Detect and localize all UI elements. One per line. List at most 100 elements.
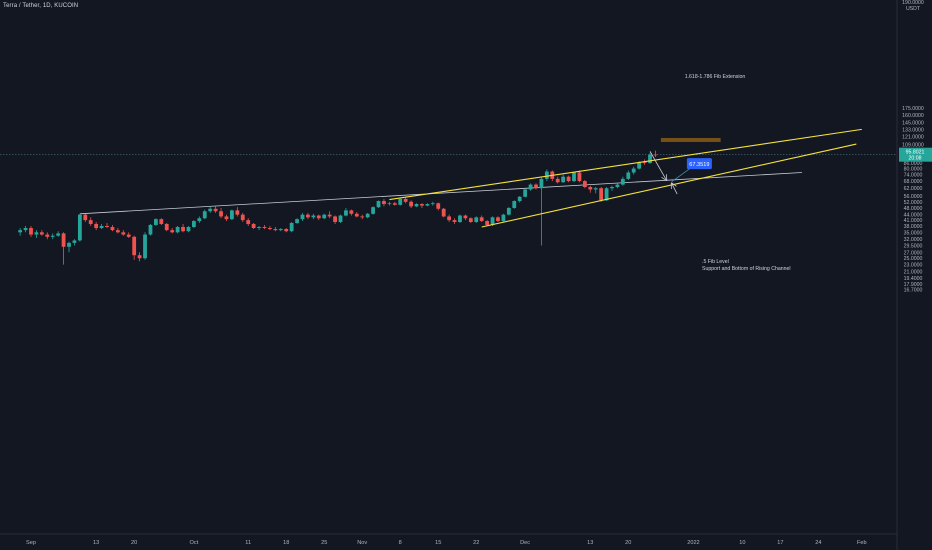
candle — [409, 200, 413, 208]
y-tick-label: 48.0000 — [904, 206, 923, 212]
candle — [148, 223, 153, 236]
candle — [626, 170, 631, 180]
candle-body — [615, 184, 620, 187]
candle-body — [528, 184, 533, 190]
candle — [268, 225, 272, 231]
candle — [615, 183, 620, 189]
candle-body — [251, 223, 256, 229]
candle-body — [197, 218, 202, 222]
candle — [501, 213, 506, 223]
candle — [240, 212, 245, 223]
candle-body — [436, 203, 441, 209]
candle — [23, 225, 28, 233]
support-label-line2: Support and Bottom of Rising Channel — [702, 266, 791, 272]
candle — [610, 185, 614, 191]
symbol-title: Terra / Tether, 1D, KUCOIN — [3, 3, 79, 9]
x-tick-label: 20 — [131, 540, 137, 546]
projection-arrow — [649, 151, 666, 180]
candle — [289, 222, 294, 233]
candle-body — [572, 172, 576, 182]
y-tick-label: 175.0000 — [902, 106, 924, 112]
candle — [72, 239, 77, 246]
candle-body — [88, 220, 93, 224]
x-tick-label: Oct — [190, 540, 199, 546]
x-tick-label: Dec — [520, 540, 530, 546]
candle — [436, 202, 441, 211]
candle-body — [468, 218, 473, 223]
candle-body — [447, 216, 452, 221]
y-tick-label: 160.0000 — [902, 113, 924, 119]
candle-body — [186, 226, 191, 232]
candle-body — [610, 186, 614, 189]
candle-body — [67, 242, 71, 247]
candle-body — [631, 168, 636, 173]
candle — [132, 235, 137, 260]
candle — [420, 203, 424, 208]
candle-body — [143, 234, 147, 259]
candle-body — [23, 228, 28, 231]
candle-body — [349, 210, 354, 214]
candle — [403, 197, 408, 204]
candle — [278, 228, 283, 232]
candle — [468, 217, 473, 223]
candle — [137, 252, 142, 262]
candle-body — [371, 207, 375, 214]
candle-body — [403, 198, 408, 202]
candle-body — [202, 211, 207, 219]
candle-body — [561, 176, 566, 183]
fib-extension-zone — [660, 137, 721, 142]
candle-body — [620, 178, 625, 185]
candle — [479, 215, 484, 223]
candle-body — [278, 229, 283, 231]
candle-body — [382, 201, 386, 205]
candle — [181, 223, 185, 233]
candle — [29, 225, 33, 237]
candle — [376, 200, 381, 208]
x-tick-label: 17 — [777, 540, 783, 546]
y-tick-label: 21.0000 — [904, 270, 923, 276]
candle-body — [224, 216, 229, 220]
y-tick-label: 86.0000 — [904, 161, 923, 167]
x-tick-label: 18 — [283, 540, 289, 546]
candle-body — [506, 207, 511, 215]
x-tick-label: 25 — [321, 540, 327, 546]
candle — [599, 186, 604, 202]
candle — [523, 188, 528, 198]
candle — [316, 214, 321, 221]
candle-body — [126, 234, 131, 237]
candle — [273, 226, 278, 232]
candle — [371, 206, 375, 215]
candle — [311, 213, 316, 220]
y-tick-label: 145.0000 — [902, 121, 924, 127]
candle — [170, 228, 175, 234]
candle-body — [316, 215, 321, 219]
candle-body — [387, 203, 392, 205]
candle — [506, 207, 511, 216]
x-tick-label: Feb — [857, 540, 867, 546]
y-tick-label: 68.0000 — [904, 179, 923, 185]
candle — [197, 216, 202, 223]
candle-body — [420, 204, 424, 206]
candle — [153, 218, 158, 226]
candle-body — [61, 233, 66, 247]
candle-body — [56, 233, 61, 236]
candle — [18, 228, 23, 236]
candle — [110, 224, 115, 232]
candle-body — [392, 203, 397, 205]
candle-body — [376, 201, 381, 208]
candle-body — [588, 186, 593, 190]
candle-body — [132, 236, 137, 256]
candle-body — [463, 215, 468, 219]
candle-body — [523, 189, 528, 197]
candle-body — [409, 201, 413, 207]
candle-body — [137, 255, 142, 259]
x-tick-label: 8 — [399, 540, 402, 546]
candle — [284, 228, 289, 233]
candle-body — [338, 215, 343, 223]
candle-body — [115, 230, 120, 233]
candle-body — [83, 214, 88, 221]
candle — [121, 230, 126, 236]
candle — [517, 196, 522, 203]
